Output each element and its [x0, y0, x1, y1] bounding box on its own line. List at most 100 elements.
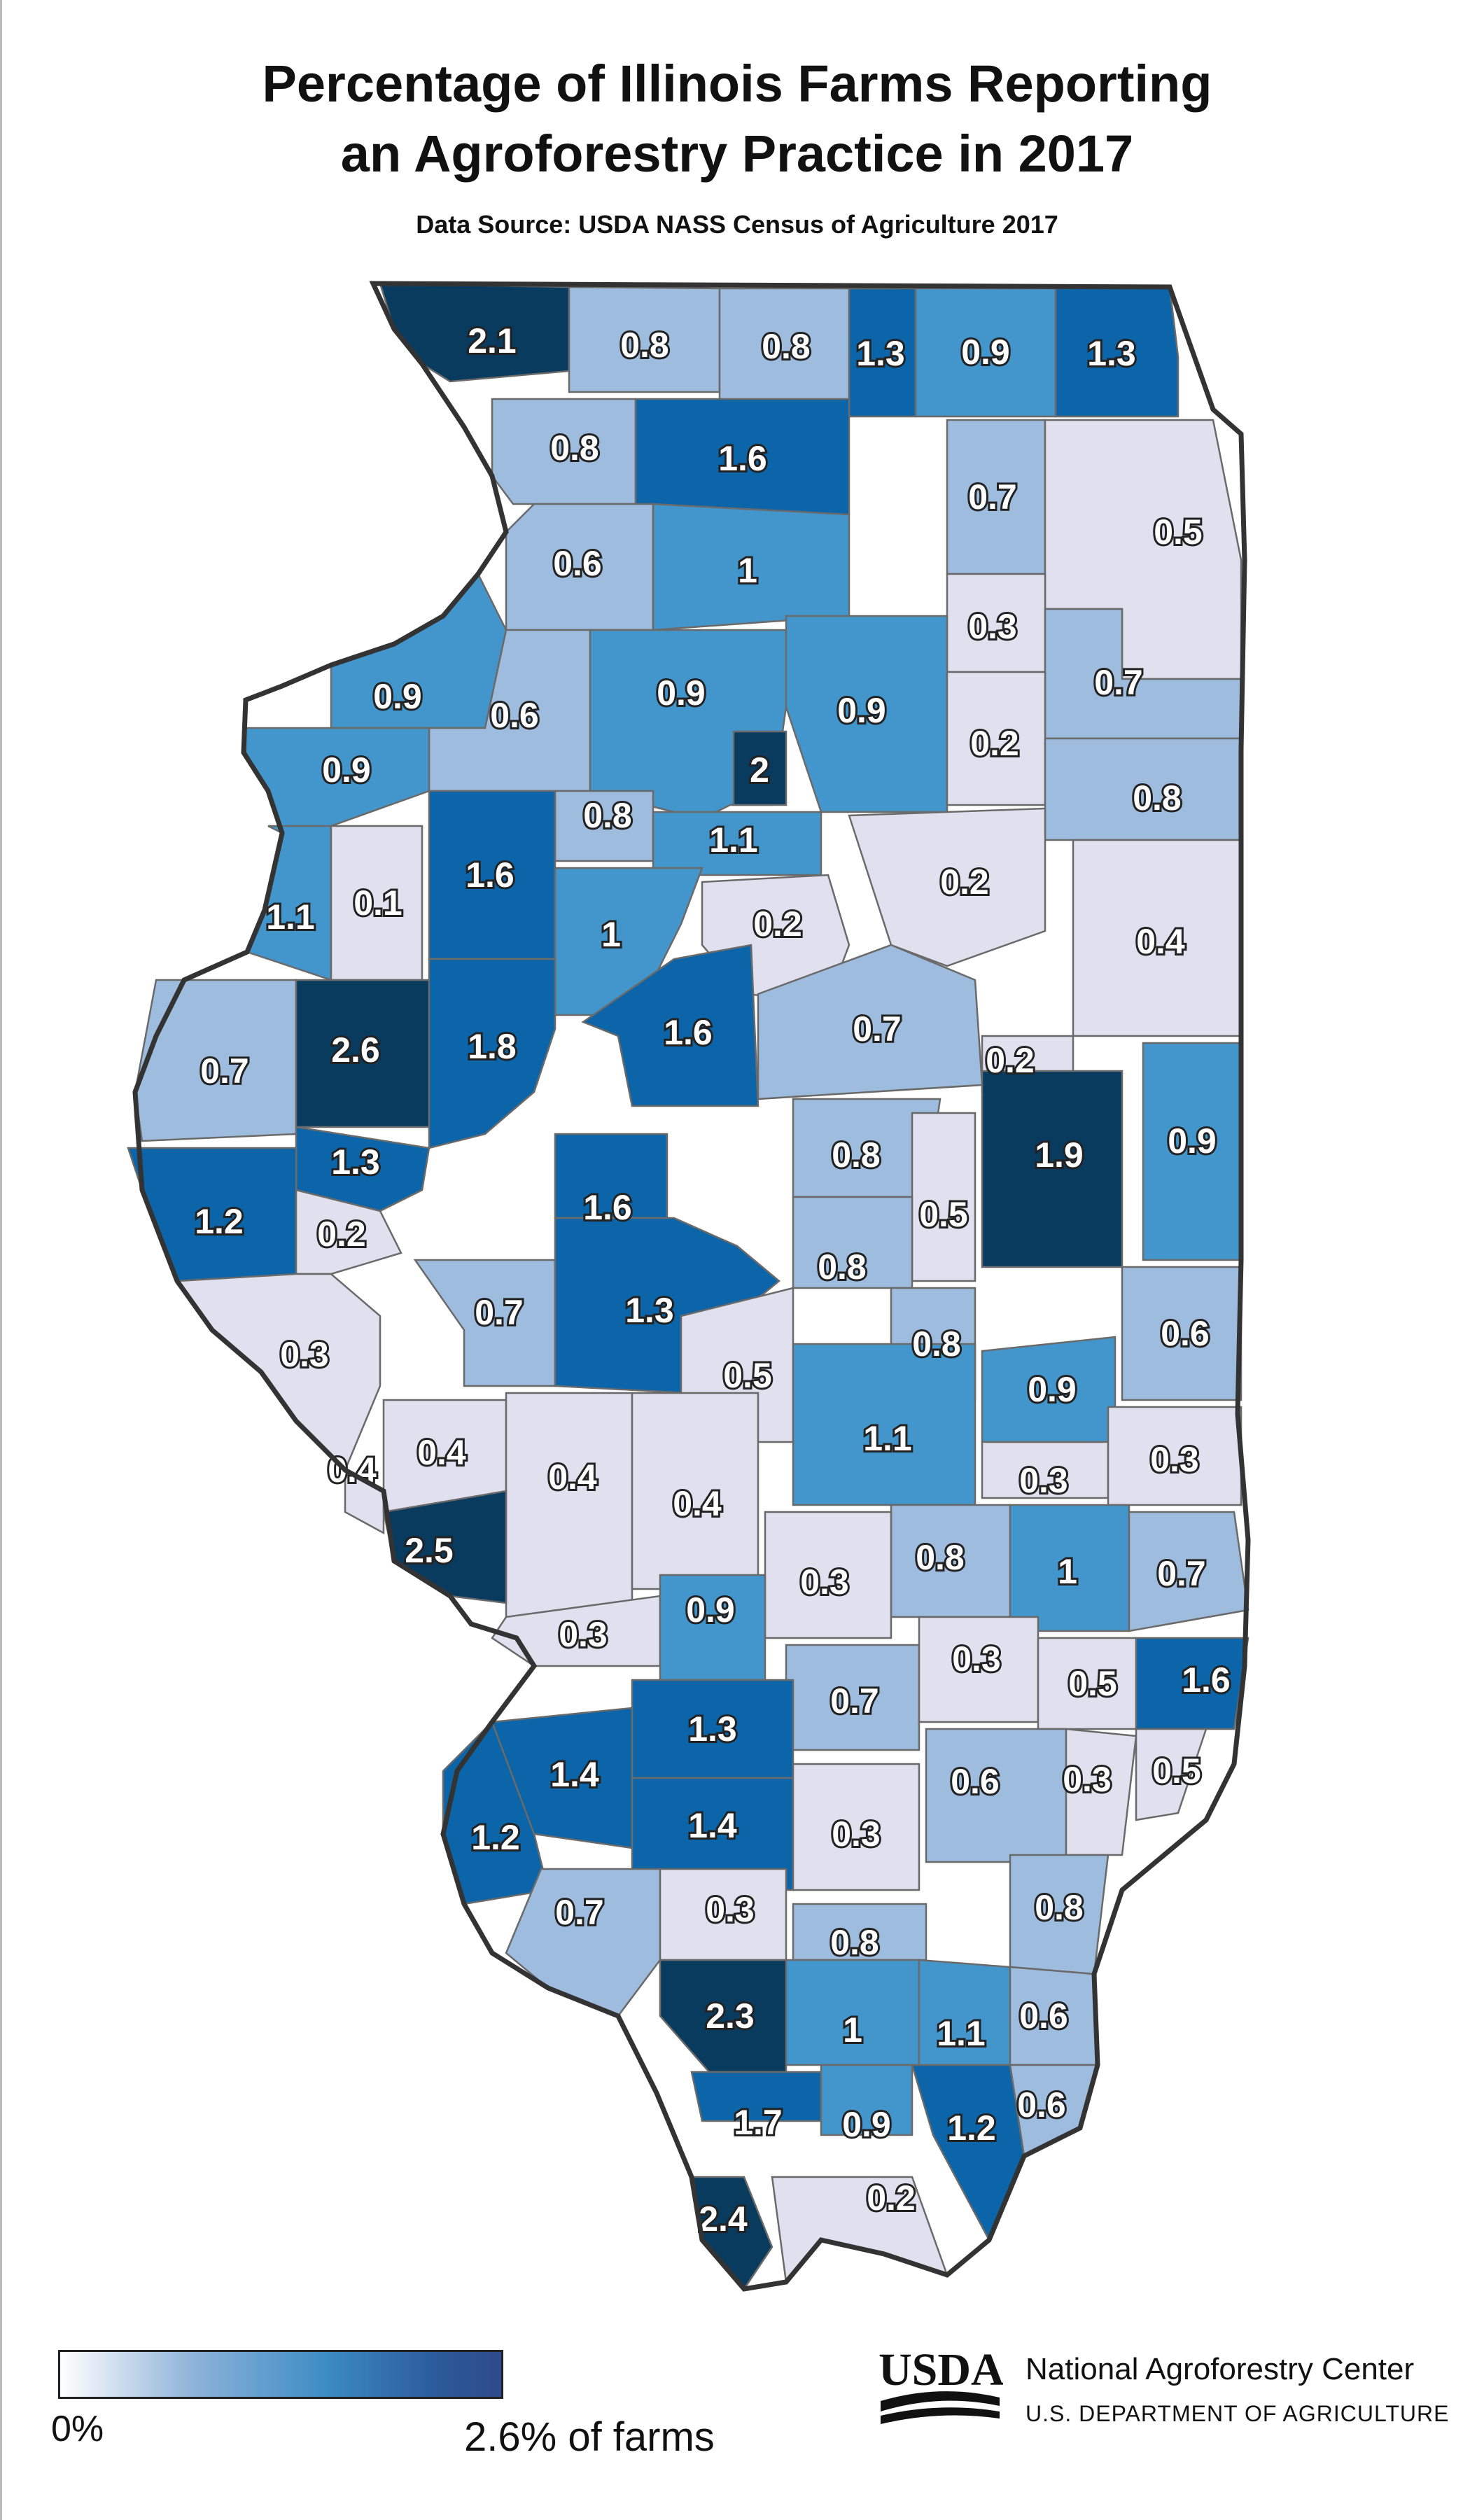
county-75-value-label: 0.3: [1063, 1760, 1112, 1799]
county-76-shape: [1135, 1728, 1208, 1821]
county-5-value-label: 0.9: [961, 332, 1010, 372]
county-25-value-label: 1.1: [709, 820, 758, 860]
county-83-value-label: 0.8: [830, 1923, 879, 1962]
county-43-value-label: 0.2: [317, 1214, 366, 1254]
county-53-value-label: 0.9: [1028, 1370, 1077, 1409]
county-33-value-label: 2.6: [331, 1030, 380, 1070]
county-71-shape: [1135, 1637, 1250, 1730]
county-87-value-label: 0.6: [1019, 1996, 1068, 2036]
county-43-shape: [295, 1189, 402, 1275]
county-72-value-label: 1.4: [550, 1755, 599, 1794]
county-71-value-label: 1.6: [1182, 1660, 1231, 1700]
county-31-value-label: 0.4: [1136, 922, 1185, 961]
data-source: Data Source: USDA NASS Census of Agricul…: [416, 210, 1058, 239]
counties-layer: 2.1 0.8 0.8 1.3 0.9 1.3 0.8 1.6 0.7 0.5 0.6 1 0.3 0.9…: [127, 282, 1250, 2291]
legend-color-ramp: [58, 2350, 503, 2399]
county-74-value-label: 0.6: [951, 1762, 1000, 1801]
county-21-value-label: 2: [750, 750, 769, 790]
county-63-value-label: 0.8: [916, 1538, 965, 1577]
county-48-value-label: 0.7: [475, 1293, 524, 1332]
county-84-value-label: 2.3: [706, 1996, 755, 2036]
county-79-value-label: 0.3: [832, 1814, 881, 1854]
county-77-value-label: 1.2: [471, 1818, 520, 1857]
county-16-value-label: 0.9: [657, 673, 706, 713]
county-47-value-label: 0.3: [280, 1335, 329, 1374]
county-36-value-label: 0.7: [853, 1009, 902, 1049]
county-44-value-label: 1.6: [583, 1188, 632, 1227]
county-73-value-label: 1.3: [688, 1709, 737, 1749]
county-70-value-label: 0.5: [1068, 1664, 1117, 1703]
county-49-value-label: 1.3: [625, 1291, 674, 1330]
county-75-shape: [1065, 1728, 1138, 1856]
county-65-value-label: 0.7: [1157, 1554, 1206, 1593]
county-1-value-label: 2.1: [468, 321, 517, 360]
county-81-value-label: 0.3: [706, 1890, 755, 1929]
county-4-value-label: 1.3: [856, 334, 905, 373]
county-21-shape: [732, 730, 788, 806]
county-46-value-label: 0.8: [818, 1247, 867, 1287]
county-47-shape: [175, 1273, 382, 1472]
county-9-value-label: 0.7: [968, 477, 1017, 517]
county-57-shape: [505, 1392, 634, 1618]
county-7-value-label: 0.8: [550, 428, 599, 468]
county-85-value-label: 1: [843, 2010, 862, 2050]
county-17-shape: [785, 615, 948, 813]
county-62-value-label: 0.3: [559, 1615, 608, 1654]
county-35-value-label: 1.6: [664, 1013, 713, 1052]
county-38-value-label: 1.3: [331, 1142, 380, 1182]
county-90-shape: [911, 2064, 1026, 2242]
county-29-value-label: 0.2: [753, 904, 802, 944]
county-39-value-label: 0.8: [832, 1135, 881, 1175]
county-13-value-label: 0.3: [968, 607, 1017, 646]
county-68-value-label: 0.7: [830, 1681, 879, 1721]
county-19-value-label: 0.2: [970, 724, 1019, 763]
county-37-value-label: 0.2: [986, 1041, 1035, 1080]
county-89-value-label: 0.9: [842, 2105, 891, 2144]
title-line-2: an Agroforestry Practice in 2017: [340, 125, 1134, 183]
state-outline: [132, 281, 1251, 2292]
county-51-value-label: 0.6: [1161, 1314, 1210, 1353]
county-24-value-label: 0.8: [1133, 778, 1182, 818]
county-50-value-label: 0.8: [912, 1324, 961, 1364]
county-76-value-label: 0.5: [1152, 1751, 1201, 1791]
county-10-value-label: 0.5: [1154, 512, 1203, 552]
county-18-value-label: 0.7: [1094, 663, 1143, 702]
county-17-value-label: 0.9: [837, 691, 886, 730]
county-14-value-label: 0.9: [373, 677, 422, 716]
county-45-value-label: 0.5: [919, 1195, 968, 1234]
county-22-value-label: 0.8: [583, 796, 632, 835]
county-82-value-label: 0.8: [1035, 1888, 1084, 1927]
county-57-value-label: 0.4: [548, 1457, 597, 1497]
county-59-value-label: 0.3: [1019, 1461, 1068, 1500]
county-67-value-label: 0.9: [686, 1590, 735, 1630]
county-30-value-label: 0.2: [940, 862, 989, 902]
title-line-1: Percentage of Illinois Farms Reporting: [262, 55, 1212, 113]
county-11-value-label: 0.6: [553, 544, 602, 583]
county-62-shape: [491, 1595, 662, 1667]
county-66-value-label: 0.3: [800, 1562, 849, 1602]
map-title: Percentage of Illinois Farms Reporting a…: [2, 49, 1470, 189]
county-60-value-label: 0.3: [1150, 1440, 1199, 1479]
county-30-shape: [848, 807, 1046, 967]
county-28-value-label: 1: [601, 915, 621, 954]
county-23-value-label: 1.6: [465, 855, 514, 895]
county-56-value-label: 0.4: [417, 1433, 466, 1472]
county-2-value-label: 0.8: [620, 326, 669, 365]
county-35-shape: [581, 944, 760, 1107]
county-78-value-label: 1.4: [688, 1806, 737, 1845]
county-58-value-label: 0.4: [673, 1484, 722, 1523]
county-26-value-label: 1.1: [266, 897, 315, 937]
county-52-value-label: 0.5: [723, 1356, 772, 1395]
county-32-value-label: 0.7: [200, 1051, 249, 1091]
county-92-value-label: 2.4: [699, 2199, 748, 2239]
county-3-value-label: 0.8: [762, 327, 811, 366]
county-32-shape: [134, 979, 298, 1142]
county-20-value-label: 0.9: [322, 750, 371, 790]
county-51-shape: [1121, 1266, 1242, 1401]
legend-min-label: 0%: [51, 2409, 104, 2449]
county-91-value-label: 0.6: [1017, 2085, 1066, 2124]
county-90-value-label: 1.2: [947, 2108, 996, 2148]
usda-logo: USDA: [878, 2344, 1003, 2424]
org-name: National Agroforestry Center: [1026, 2352, 1415, 2386]
